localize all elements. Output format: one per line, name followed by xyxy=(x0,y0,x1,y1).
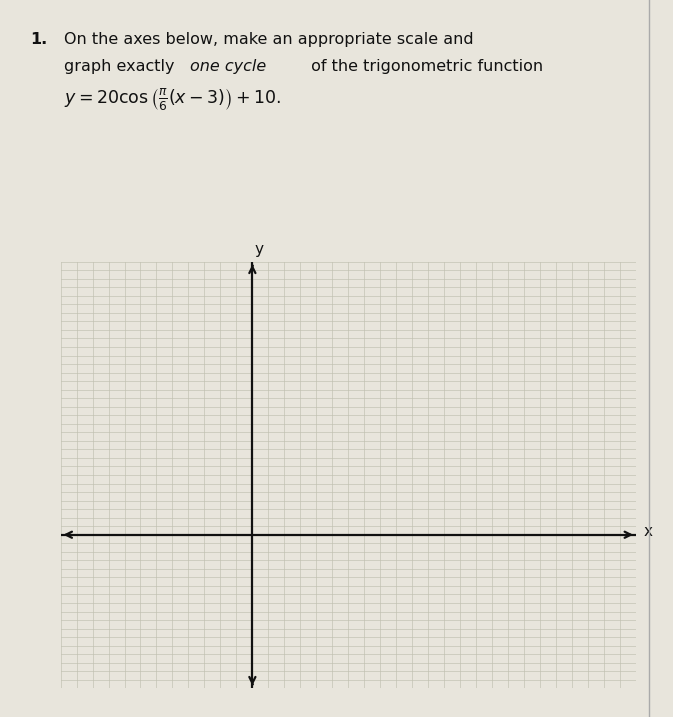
Text: x: x xyxy=(644,524,653,539)
Text: y: y xyxy=(254,242,263,257)
Text: $y = 20\cos\left(\frac{\pi}{6}(x-3)\right)+10.$: $y = 20\cos\left(\frac{\pi}{6}(x-3)\righ… xyxy=(64,86,281,112)
Text: of the trigonometric function: of the trigonometric function xyxy=(306,59,543,74)
Text: 1.: 1. xyxy=(30,32,48,47)
Text: graph exactly: graph exactly xyxy=(64,59,180,74)
Text: On the axes below, make an appropriate scale and: On the axes below, make an appropriate s… xyxy=(64,32,474,47)
Text: one cycle: one cycle xyxy=(190,59,266,74)
